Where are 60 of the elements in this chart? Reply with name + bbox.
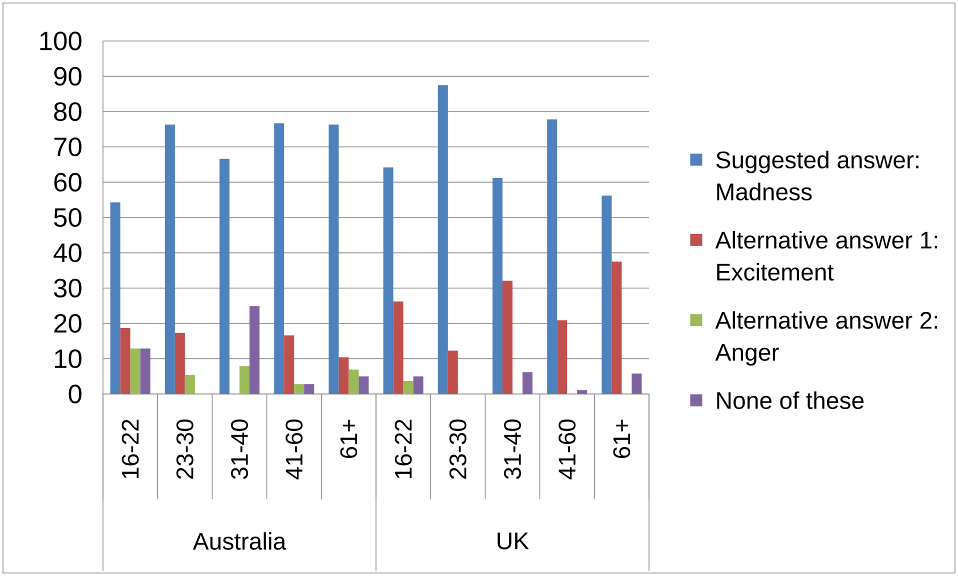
legend-label: Alternative answer 1: Excitement [715, 231, 938, 281]
legend-label: Alternative answer 2: Anger [715, 311, 938, 366]
bar [240, 366, 250, 394]
y-tick-label: 60 [54, 172, 82, 192]
bar [130, 348, 140, 394]
bar [438, 85, 448, 394]
y-tick-label: 40 [54, 243, 82, 262]
x-tick-label: 23-30 [176, 419, 194, 479]
bar [304, 384, 314, 394]
y-tick-label: 30 [54, 278, 82, 298]
x-tick-label: 61+ [340, 420, 358, 458]
bar [448, 350, 458, 394]
x-tick-label: 16-22 [122, 420, 139, 478]
bar [393, 302, 404, 394]
y-tick-label: 80 [54, 102, 82, 121]
text: UK [498, 532, 529, 550]
bar [328, 124, 339, 394]
y-tick-label: 10 [55, 349, 82, 368]
bar [174, 332, 185, 394]
bar [120, 328, 130, 394]
bar [602, 196, 612, 394]
bar [284, 335, 294, 394]
y-tick-label: 0 [68, 384, 82, 404]
bar [612, 262, 622, 394]
bar [184, 374, 195, 394]
x-tick-label: 16-22 [394, 420, 412, 478]
y-tick-label: 50 [54, 208, 82, 227]
bar [164, 124, 175, 394]
bar [632, 374, 642, 394]
bar [502, 280, 513, 394]
legend-label: None of these [717, 391, 864, 410]
y-tick-label: 100 [40, 32, 82, 50]
bar [110, 202, 120, 394]
bar [383, 167, 394, 394]
bar [403, 380, 414, 394]
legend-label: Suggested answer: Madness [716, 150, 918, 200]
text: Australia [192, 532, 286, 550]
bar [274, 123, 284, 394]
bar [522, 372, 533, 394]
y-tick-label: 90 [54, 66, 82, 86]
bar [492, 178, 503, 394]
bar [557, 320, 568, 394]
bar [250, 306, 260, 394]
bar [220, 158, 230, 394]
bar [413, 376, 424, 394]
x-tick-label: 61+ [613, 420, 630, 458]
bar [140, 348, 150, 394]
bar [294, 384, 304, 394]
bar [547, 119, 558, 394]
y-tick-label: 20 [54, 314, 82, 333]
x-tick-label: 41-60 [558, 419, 576, 480]
x-tick-label: 41-60 [286, 419, 303, 480]
x-tick-label: 31-40 [231, 419, 248, 480]
bar [577, 390, 588, 394]
bar [338, 357, 349, 394]
bar [358, 376, 369, 394]
x-tick-label: 31-40 [504, 419, 522, 480]
y-tick-label: 70 [54, 138, 82, 156]
x-tick-label: 23-30 [449, 419, 466, 479]
bar [348, 370, 359, 394]
